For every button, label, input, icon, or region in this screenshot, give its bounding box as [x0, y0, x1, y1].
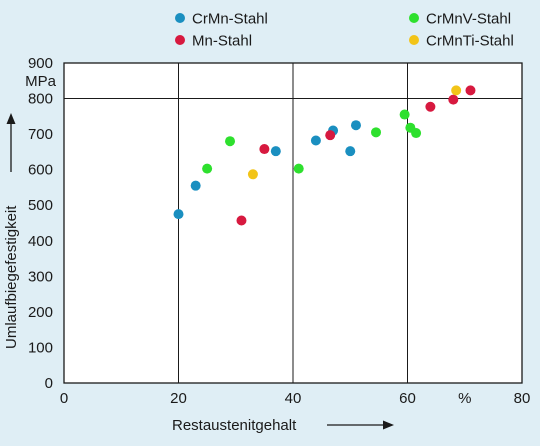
x-axis-title: Restaustenitgehalt [172, 417, 297, 434]
x-axis-arrowhead [383, 420, 394, 430]
y-tick-label: 300 [28, 268, 53, 285]
legend-marker [409, 13, 419, 23]
data-point [202, 163, 213, 174]
x-unit-label: % [458, 390, 471, 407]
y-tick-label: 200 [28, 304, 53, 321]
data-point [465, 85, 476, 96]
y-unit-label: MPa [25, 73, 57, 90]
y-axis-arrowhead [6, 113, 16, 124]
y-tick-label: 800 [28, 91, 53, 108]
data-point [411, 128, 422, 139]
data-point [173, 209, 184, 220]
y-tick-label: 700 [28, 126, 53, 143]
legend-marker [409, 35, 419, 45]
x-tick-label: 0 [60, 390, 68, 407]
data-point [310, 135, 321, 146]
y-tick-label: 600 [28, 162, 53, 179]
data-point [236, 215, 247, 226]
data-point [325, 130, 336, 141]
data-point [425, 101, 436, 112]
x-tick-label: 60 [399, 390, 416, 407]
data-point [399, 109, 410, 120]
data-point [225, 136, 236, 147]
y-tick-label: 900 [28, 55, 53, 72]
y-tick-label: 0 [45, 375, 53, 392]
y-tick-label: 100 [28, 339, 53, 356]
data-point [448, 94, 459, 105]
tick-labels: 0 100 200 300 400 500 600 700 800 900 0 20 40 60 80 [28, 55, 530, 407]
data-point [350, 120, 361, 131]
legend: CrMn-Stahl Mn-Stahl CrMnV-Stahl CrMnTi-Stah… [175, 11, 514, 50]
legend-label: CrMnV-Stahl [426, 11, 511, 28]
data-point [247, 169, 258, 180]
data-point [345, 146, 356, 157]
legend-marker [175, 13, 185, 23]
axis-titles: Restaustenitgehalt Umlaufbiegefestigkeit [3, 113, 394, 434]
y-axis-title: Umlaufbiegefestigkeit [3, 205, 20, 349]
axis-unit-labels: MPa % [25, 73, 471, 407]
legend-label: CrMn-Stahl [192, 11, 268, 28]
y-tick-label: 400 [28, 233, 53, 250]
data-point [293, 163, 304, 174]
data-point [259, 144, 270, 155]
x-tick-label: 80 [514, 390, 531, 407]
data-point [190, 180, 201, 191]
x-tick-label: 20 [170, 390, 187, 407]
legend-label: CrMnTi-Stahl [426, 33, 514, 50]
legend-marker [175, 35, 185, 45]
data-point [371, 127, 382, 138]
data-point [451, 85, 462, 96]
data-points [173, 85, 476, 226]
x-tick-label: 40 [285, 390, 302, 407]
legend-label: Mn-Stahl [192, 33, 252, 50]
y-tick-label: 500 [28, 197, 53, 214]
data-point [270, 146, 281, 157]
